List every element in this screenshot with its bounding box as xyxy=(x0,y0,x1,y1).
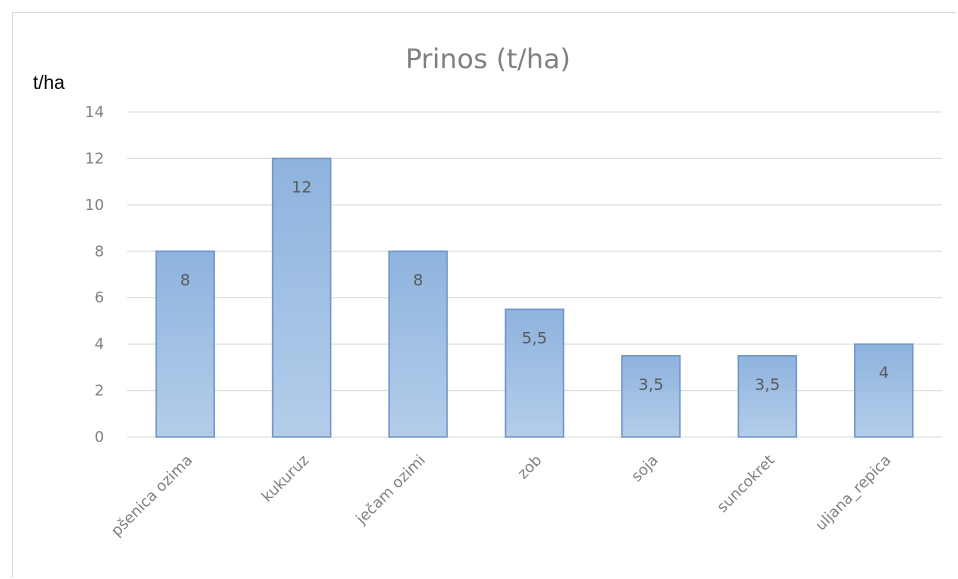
x-tick-label: pšenica ozima xyxy=(107,451,196,540)
bar xyxy=(621,355,681,438)
data-label: 3,5 xyxy=(755,375,780,394)
y-axis-label: t/ha xyxy=(33,73,65,94)
x-tick-label: kukuruz xyxy=(258,451,313,506)
data-label: 3,5 xyxy=(638,375,663,394)
y-tick-label: 8 xyxy=(94,242,104,260)
y-tick-label: 0 xyxy=(94,428,104,446)
data-label: 12 xyxy=(291,177,311,196)
y-tick-label: 6 xyxy=(94,289,104,307)
x-tick-labels: pšenica ozima kukuruz ječam ozimi zob soja su… xyxy=(107,451,895,540)
y-tick-labels: 0 2 4 6 8 10 12 14 xyxy=(85,103,104,446)
bar xyxy=(854,343,914,438)
x-tick-label: uljana_repica xyxy=(812,451,896,535)
data-label: 5,5 xyxy=(522,328,547,347)
bar xyxy=(504,308,565,438)
chart-title: Prinos (t/ha) xyxy=(405,44,570,75)
bar xyxy=(271,157,332,438)
data-label: 4 xyxy=(879,363,889,382)
data-label: 8 xyxy=(413,270,423,289)
y-tick-label: 2 xyxy=(94,382,104,400)
bar xyxy=(155,250,215,438)
chart-frame xyxy=(12,12,956,578)
data-label: 8 xyxy=(180,270,190,289)
y-tick-label: 4 xyxy=(94,335,104,353)
x-tick-label: suncokret xyxy=(713,451,778,516)
y-tick-label: 12 xyxy=(85,149,104,167)
x-tick-label: soja xyxy=(628,451,662,485)
bar xyxy=(737,355,798,438)
x-tick-label: ječam ozimi xyxy=(352,451,429,528)
bars xyxy=(155,157,914,438)
x-tick-label: zob xyxy=(514,451,546,483)
y-tick-label: 14 xyxy=(85,103,104,121)
y-tick-label: 10 xyxy=(85,196,104,214)
bar xyxy=(388,250,448,438)
data-labels: 8 12 8 5,5 3,5 3,5 4 xyxy=(180,177,889,393)
